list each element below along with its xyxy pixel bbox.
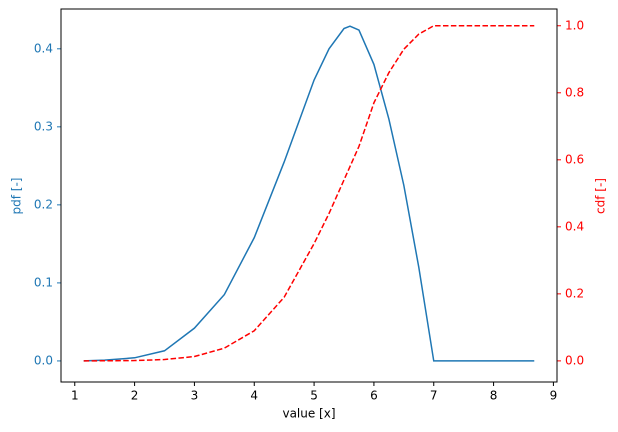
y2-tick-label: 1.0 [565, 18, 584, 32]
data-line [83, 25, 535, 362]
x-tick-label: 5 [310, 389, 318, 403]
y2-axis-label: cdf [-] [594, 178, 608, 214]
x-tick-label: 2 [131, 389, 139, 403]
y-tick-label: 0.3 [34, 119, 53, 133]
x-tick-label: 7 [430, 389, 438, 403]
y2-tick-label: 0.2 [565, 286, 584, 300]
y-axis-label: pdf [-] [10, 178, 24, 215]
data-line [83, 25, 535, 362]
x-tick-label: 6 [370, 389, 378, 403]
y-tick-label: 0.2 [34, 197, 53, 211]
y-tick-label: 0.4 [34, 41, 53, 55]
y-tick-label: 0.0 [34, 353, 53, 367]
y-tick-label: 0.1 [34, 275, 53, 289]
x-axis-label: value [x] [282, 407, 335, 421]
x-tick-label: 1 [71, 389, 79, 403]
x-tick-label: 8 [490, 389, 498, 403]
x-tick-label: 3 [191, 389, 199, 403]
y2-tick-label: 0.6 [565, 152, 584, 166]
y2-tick-label: 0.0 [565, 353, 584, 367]
x-tick-label: 9 [550, 389, 558, 403]
y2-tick-label: 0.4 [565, 219, 584, 233]
x-tick-label: 4 [250, 389, 258, 403]
plot-frame [60, 8, 558, 383]
y2-tick-label: 0.8 [565, 85, 584, 99]
